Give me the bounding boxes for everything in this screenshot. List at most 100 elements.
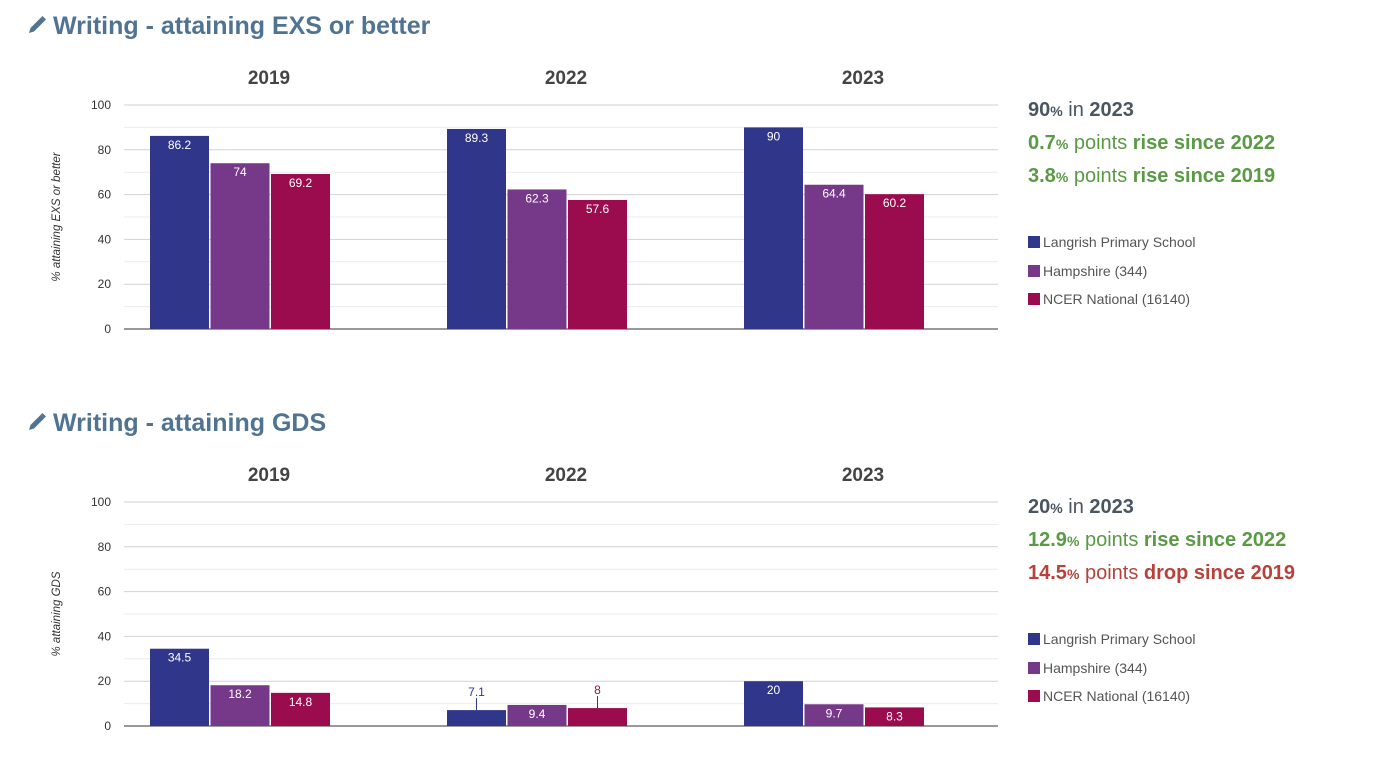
- bar[interactable]: [271, 692, 330, 726]
- bar[interactable]: [210, 685, 270, 726]
- summary-line-0: 90% in 2023: [1028, 94, 1378, 127]
- data-label: 8.3: [886, 709, 903, 723]
- legend-label: Langrish Primary School: [1043, 234, 1196, 251]
- y-tick-label: 100: [91, 495, 111, 509]
- category-label: 2019: [248, 68, 290, 89]
- data-label: 20: [767, 683, 781, 697]
- data-label: 86.2: [168, 138, 192, 152]
- bar[interactable]: [568, 708, 627, 726]
- data-label: 9.4: [529, 707, 546, 721]
- summary-line-1: 12.9% points rise since 2022: [1028, 524, 1378, 557]
- summary-pct: %: [1066, 566, 1080, 582]
- summary-mid: in: [1062, 496, 1090, 518]
- summary-pct: %: [1066, 533, 1080, 549]
- bar[interactable]: [150, 648, 209, 726]
- pencil-icon: [29, 16, 46, 33]
- bar[interactable]: [804, 704, 864, 726]
- y-tick-label: 20: [98, 674, 112, 688]
- bar[interactable]: [150, 135, 209, 329]
- summary-tail: rise since 2022: [1143, 529, 1287, 551]
- legend-label: Hampshire (344): [1043, 262, 1148, 279]
- legend-item-national[interactable]: NCER National (16140): [1028, 285, 1196, 314]
- bar[interactable]: [744, 681, 803, 726]
- summary-line-2: 14.5% points drop since 2019: [1028, 557, 1378, 590]
- bar[interactable]: [447, 128, 506, 329]
- chart-section-exs: Writing - attaining EXS or better 0 20 40 6…: [0, 0, 1385, 380]
- bar[interactable]: [744, 127, 803, 330]
- summary-stats: 20% in 2023 12.9% points rise since 2022…: [1028, 491, 1378, 590]
- summary-mid: points: [1068, 132, 1133, 154]
- section-title: Writing - attaining EXS or better: [26, 12, 430, 41]
- summary-pct: %: [1050, 500, 1063, 516]
- pencil-icon: [29, 413, 46, 430]
- bar[interactable]: [507, 189, 567, 329]
- legend: Langrish Primary School Hampshire (344) …: [1028, 625, 1196, 711]
- legend-item-school[interactable]: Langrish Primary School: [1028, 228, 1196, 257]
- y-tick-label: 60: [98, 188, 112, 202]
- legend: Langrish Primary School Hampshire (344) …: [1028, 228, 1196, 314]
- y-tick-label: 20: [98, 277, 112, 291]
- summary-mid: in: [1062, 99, 1090, 121]
- summary-mid: points: [1068, 165, 1133, 187]
- data-label: 69.2: [289, 176, 313, 190]
- summary-line-0: 20% in 2023: [1028, 491, 1378, 524]
- legend-swatch: [1028, 293, 1040, 306]
- legend-item-national[interactable]: NCER National (16140): [1028, 682, 1196, 711]
- y-tick-label: 0: [104, 719, 111, 733]
- bar[interactable]: [210, 163, 270, 329]
- summary-value: 20: [1028, 496, 1051, 518]
- chart-section-gds: Writing - attaining GDS 0 20 40 60 80 100 % at…: [0, 397, 1385, 777]
- summary-tail: rise since 2019: [1132, 165, 1276, 187]
- summary-value: 0.7: [1028, 132, 1056, 154]
- legend-item-hampshire[interactable]: Hampshire (344): [1028, 654, 1196, 683]
- bar[interactable]: [271, 173, 330, 329]
- legend-swatch: [1028, 236, 1040, 249]
- category-label: 2022: [545, 68, 587, 89]
- y-tick-label: 0: [104, 322, 111, 336]
- category-label: 2022: [545, 465, 587, 486]
- summary-pct: %: [1055, 136, 1069, 152]
- legend-item-school[interactable]: Langrish Primary School: [1028, 625, 1196, 654]
- category-label: 2023: [842, 465, 884, 486]
- data-label: 14.8: [289, 695, 313, 709]
- y-tick-label: 60: [98, 585, 112, 599]
- bar[interactable]: [447, 710, 506, 726]
- summary-value: 90: [1028, 99, 1051, 121]
- legend-label: NCER National (16140): [1043, 291, 1191, 308]
- data-label: 7.1: [468, 685, 485, 699]
- data-label: 74: [233, 165, 247, 179]
- data-label: 34.5: [168, 651, 192, 665]
- bar[interactable]: [865, 194, 924, 329]
- legend-label: Langrish Primary School: [1043, 631, 1196, 648]
- y-tick-label: 80: [98, 540, 112, 554]
- category-label: 2019: [248, 465, 290, 486]
- data-label: 60.2: [883, 196, 907, 210]
- bar[interactable]: [865, 707, 924, 726]
- data-label: 9.7: [826, 706, 843, 720]
- data-label: 18.2: [228, 687, 252, 701]
- category-label: 2023: [842, 68, 884, 89]
- summary-value: 12.9: [1028, 529, 1067, 551]
- summary-line-2: 3.8% points rise since 2019: [1028, 160, 1378, 193]
- y-axis-label: % attaining GDS: [51, 571, 63, 656]
- bar[interactable]: [568, 199, 627, 329]
- y-axis-label: % attaining EXS or better: [51, 151, 63, 281]
- data-label: 89.3: [465, 131, 489, 145]
- data-label: 64.4: [822, 187, 846, 201]
- data-label: 62.3: [525, 191, 549, 205]
- bar[interactable]: [507, 704, 567, 726]
- summary-tail: drop since 2019: [1143, 562, 1296, 584]
- y-tick-label: 40: [98, 629, 112, 643]
- summary-mid: points: [1079, 562, 1144, 584]
- data-label: 57.6: [586, 202, 610, 216]
- y-tick-label: 80: [98, 143, 112, 157]
- legend-swatch: [1028, 690, 1040, 703]
- summary-value: 3.8: [1028, 165, 1056, 187]
- legend-swatch: [1028, 264, 1040, 277]
- legend-item-hampshire[interactable]: Hampshire (344): [1028, 257, 1196, 286]
- bar-chart: 0 20 40 60 80 100 % attaining EXS or better 201…: [51, 68, 998, 336]
- y-tick-label: 40: [98, 232, 112, 246]
- bar[interactable]: [804, 184, 864, 329]
- section-title-text: Writing - attaining EXS or better: [53, 12, 431, 40]
- bar-chart: 0 20 40 60 80 100 % attaining GDS 2019 2022 2023 3…: [51, 465, 998, 733]
